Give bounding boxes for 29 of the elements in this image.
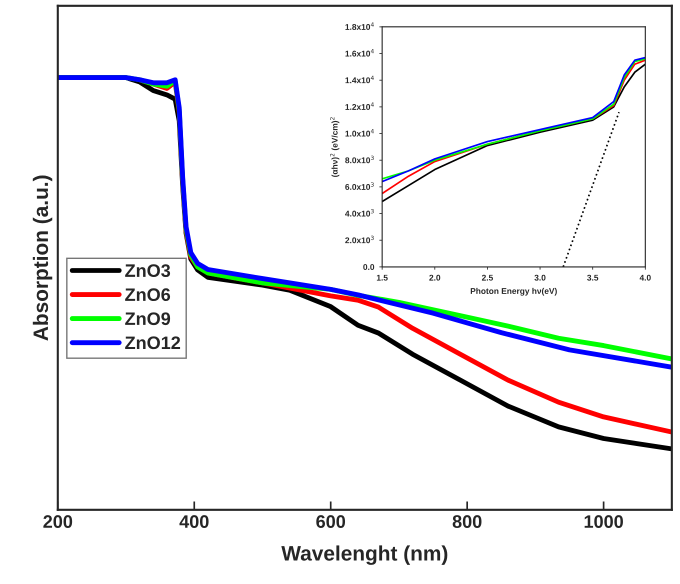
y-tick-label: 0.0 (363, 264, 374, 270)
y-tick-label: 1.2x10$^{4}$ (345, 102, 374, 110)
x-axis-title: Photon Energy hν(eV) (470, 288, 557, 296)
y-axis-title: (αhν)$^{2}$ (eV/cm)$^{2}$ (330, 117, 340, 177)
x-tick-label: 400 (179, 515, 209, 528)
y-tick-label: 6.0x10$^{3}$ (345, 182, 374, 190)
x-tick-label: 4.0 (640, 274, 651, 281)
x-tick-label: 3.5 (587, 274, 598, 281)
x-tick-label: 2.5 (482, 274, 493, 281)
x-axis-title: Wavelenght (nm) (281, 545, 448, 565)
y-tick-label: 4.0x10$^{3}$ (345, 208, 374, 217)
y-tick-label: 1.6x10$^{4}$ (345, 49, 374, 57)
y-tick-label: 2.0x10$^{3}$ (345, 236, 374, 244)
x-tick-label: 3.0 (534, 274, 546, 281)
x-tick-label: 1000 (584, 515, 623, 528)
y-tick-label: 8.0x10$^{3}$ (345, 156, 374, 164)
legend-label: ZnO12 (125, 336, 180, 350)
x-tick-label: 800 (452, 515, 482, 528)
legend-label: ZnO6 (125, 288, 170, 302)
x-tick-label: 1.5 (376, 274, 388, 281)
x-tick-label: 600 (316, 515, 346, 528)
legend-label: ZnO3 (125, 264, 170, 278)
y-tick-label: 1.4x10$^{4}$ (345, 76, 374, 84)
y-tick-label: 1.8x10$^{4}$ (345, 22, 374, 30)
x-tick-label: 2.0 (429, 274, 440, 281)
x-tick-label: 200 (43, 515, 72, 528)
y-axis-title: Absorption (a.u.) (32, 176, 52, 341)
legend-label: ZnO9 (125, 312, 170, 326)
y-tick-label: 1.0x10$^{4}$ (345, 129, 374, 137)
